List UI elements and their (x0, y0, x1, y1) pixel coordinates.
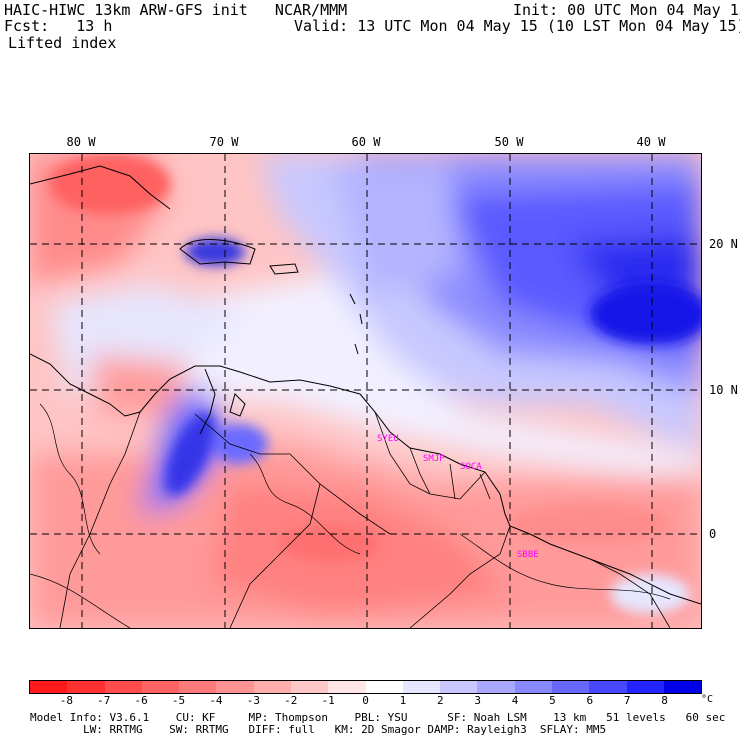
colorbar-tick-label: -7 (97, 694, 111, 707)
colorbar-tick-label: 7 (623, 694, 631, 707)
colorbar-swatch (179, 681, 217, 693)
colorbar-swatch (104, 681, 142, 693)
colorbar-swatch (477, 681, 515, 693)
colorbar-tick-label: 2 (436, 694, 444, 707)
colorbar-tick-label: -3 (246, 694, 260, 707)
field-shading (30, 154, 701, 628)
borders (59, 411, 671, 628)
map-canvas (30, 154, 701, 628)
variable-name: Lifted index (8, 34, 117, 52)
model-info-line1: Model Info: V3.6.1 CU: KF MP: Thompson P… (30, 711, 726, 724)
colorbar-tick-label: 6 (586, 694, 594, 707)
station-soca: SOCA (460, 462, 482, 472)
lat-label-10n: 10 N (709, 383, 738, 397)
colorbar-swatch (290, 681, 329, 693)
model-title: HAIC-HIWC 13km ARW-GFS init NCAR/MMM (4, 1, 348, 19)
colorbar-swatch (402, 681, 441, 693)
colorbar-swatch (253, 681, 291, 693)
colorbar (29, 680, 702, 694)
lon-label-70w: 70 W (209, 135, 239, 149)
colorbar-swatch (141, 681, 180, 693)
colorbar-tick-label: 0 (362, 694, 369, 707)
colorbar-swatch (663, 681, 702, 693)
lat-label-20n: 20 N (709, 237, 738, 251)
colorbar-tick-label: 1 (399, 694, 407, 707)
colorbar-swatch (328, 681, 366, 693)
coastlines (30, 165, 701, 605)
colorbar-tick-label: -8 (59, 694, 73, 707)
colorbar-swatch (365, 681, 403, 693)
colorbar-swatch (67, 681, 105, 693)
valid-time: Valid: 13 UTC Mon 04 May 15 (10 LST Mon … (294, 17, 740, 35)
colorbar-tick-label: -1 (321, 694, 335, 707)
colorbar-swatch (440, 681, 478, 693)
station-syeu: SYEU (377, 434, 399, 444)
colorbar-tick-label: 3 (474, 694, 481, 707)
forecast-hour: Fcst: 13 h (4, 17, 113, 35)
lon-label-60w: 60 W (351, 135, 381, 149)
lat-label-0: 0 (709, 527, 717, 541)
model-info-line2: LW: RRTMG SW: RRTMG DIFF: full KM: 2D Sm… (30, 723, 607, 736)
colorbar-tick-label: -6 (134, 694, 148, 707)
colorbar-tick-label: 4 (511, 694, 519, 707)
colorbar-tick-label: 8 (661, 694, 668, 707)
lifted-index-map: SYEU SMJP SOCA SBBE (29, 153, 702, 629)
lon-label-80w: 80 W (66, 135, 96, 149)
station-smjp: SMJP (423, 454, 445, 464)
colorbar-tick-label: -2 (284, 694, 298, 707)
graticule (30, 154, 701, 628)
colorbar-swatch (626, 681, 664, 693)
colorbar-swatch (514, 681, 552, 693)
station-sbbe: SBBE (517, 550, 539, 560)
colorbar-swatch (30, 681, 68, 693)
zero-contours (30, 403, 671, 628)
colorbar-tick-label: -5 (171, 694, 186, 707)
colorbar-swatch (589, 681, 627, 693)
colorbar-swatch (216, 681, 254, 693)
colorbar-unit: °C (700, 694, 714, 705)
init-time: Init: 00 UTC Mon 04 May 15 (513, 1, 740, 19)
colorbar-tick-label: 5 (549, 694, 556, 707)
colorbar-swatch (551, 681, 590, 693)
lon-label-50w: 50 W (494, 135, 524, 149)
colorbar-tick-label: -4 (209, 694, 223, 707)
lon-label-40w: 40 W (636, 135, 666, 149)
